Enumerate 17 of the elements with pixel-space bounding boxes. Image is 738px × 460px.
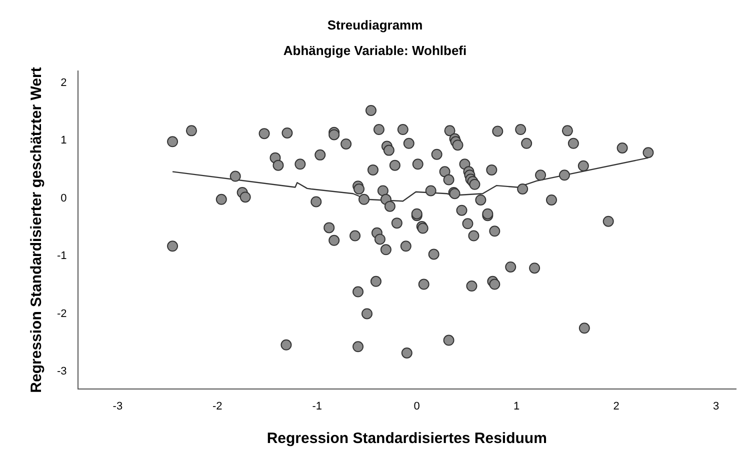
x-tick-label: -3 <box>112 400 123 412</box>
x-tick-label: 0 <box>414 400 420 412</box>
y-tick-label: -2 <box>57 308 67 320</box>
chart-subtitle: Abhängige Variable: Wohlbefi <box>283 42 467 58</box>
y-tick-label: 2 <box>60 76 67 89</box>
chart-title: Streudiagramm <box>327 17 423 32</box>
x-tick-label: 1 <box>514 400 520 412</box>
y-axis-title: Regression Standardisierter geschätzter Wert <box>28 67 46 393</box>
x-tick-label: 3 <box>712 400 720 412</box>
x-axis-title: Regression Standardisiertes Residuum <box>266 430 547 448</box>
x-tick-label: -2 <box>212 400 222 412</box>
y-tick-label: 0 <box>60 192 67 204</box>
x-tick-label: 2 <box>613 400 620 412</box>
x-tick-label: -1 <box>312 400 322 412</box>
y-tick-label: -3 <box>57 366 67 378</box>
y-tick-label: -1 <box>57 250 67 262</box>
y-tick-label: 1 <box>60 134 67 147</box>
